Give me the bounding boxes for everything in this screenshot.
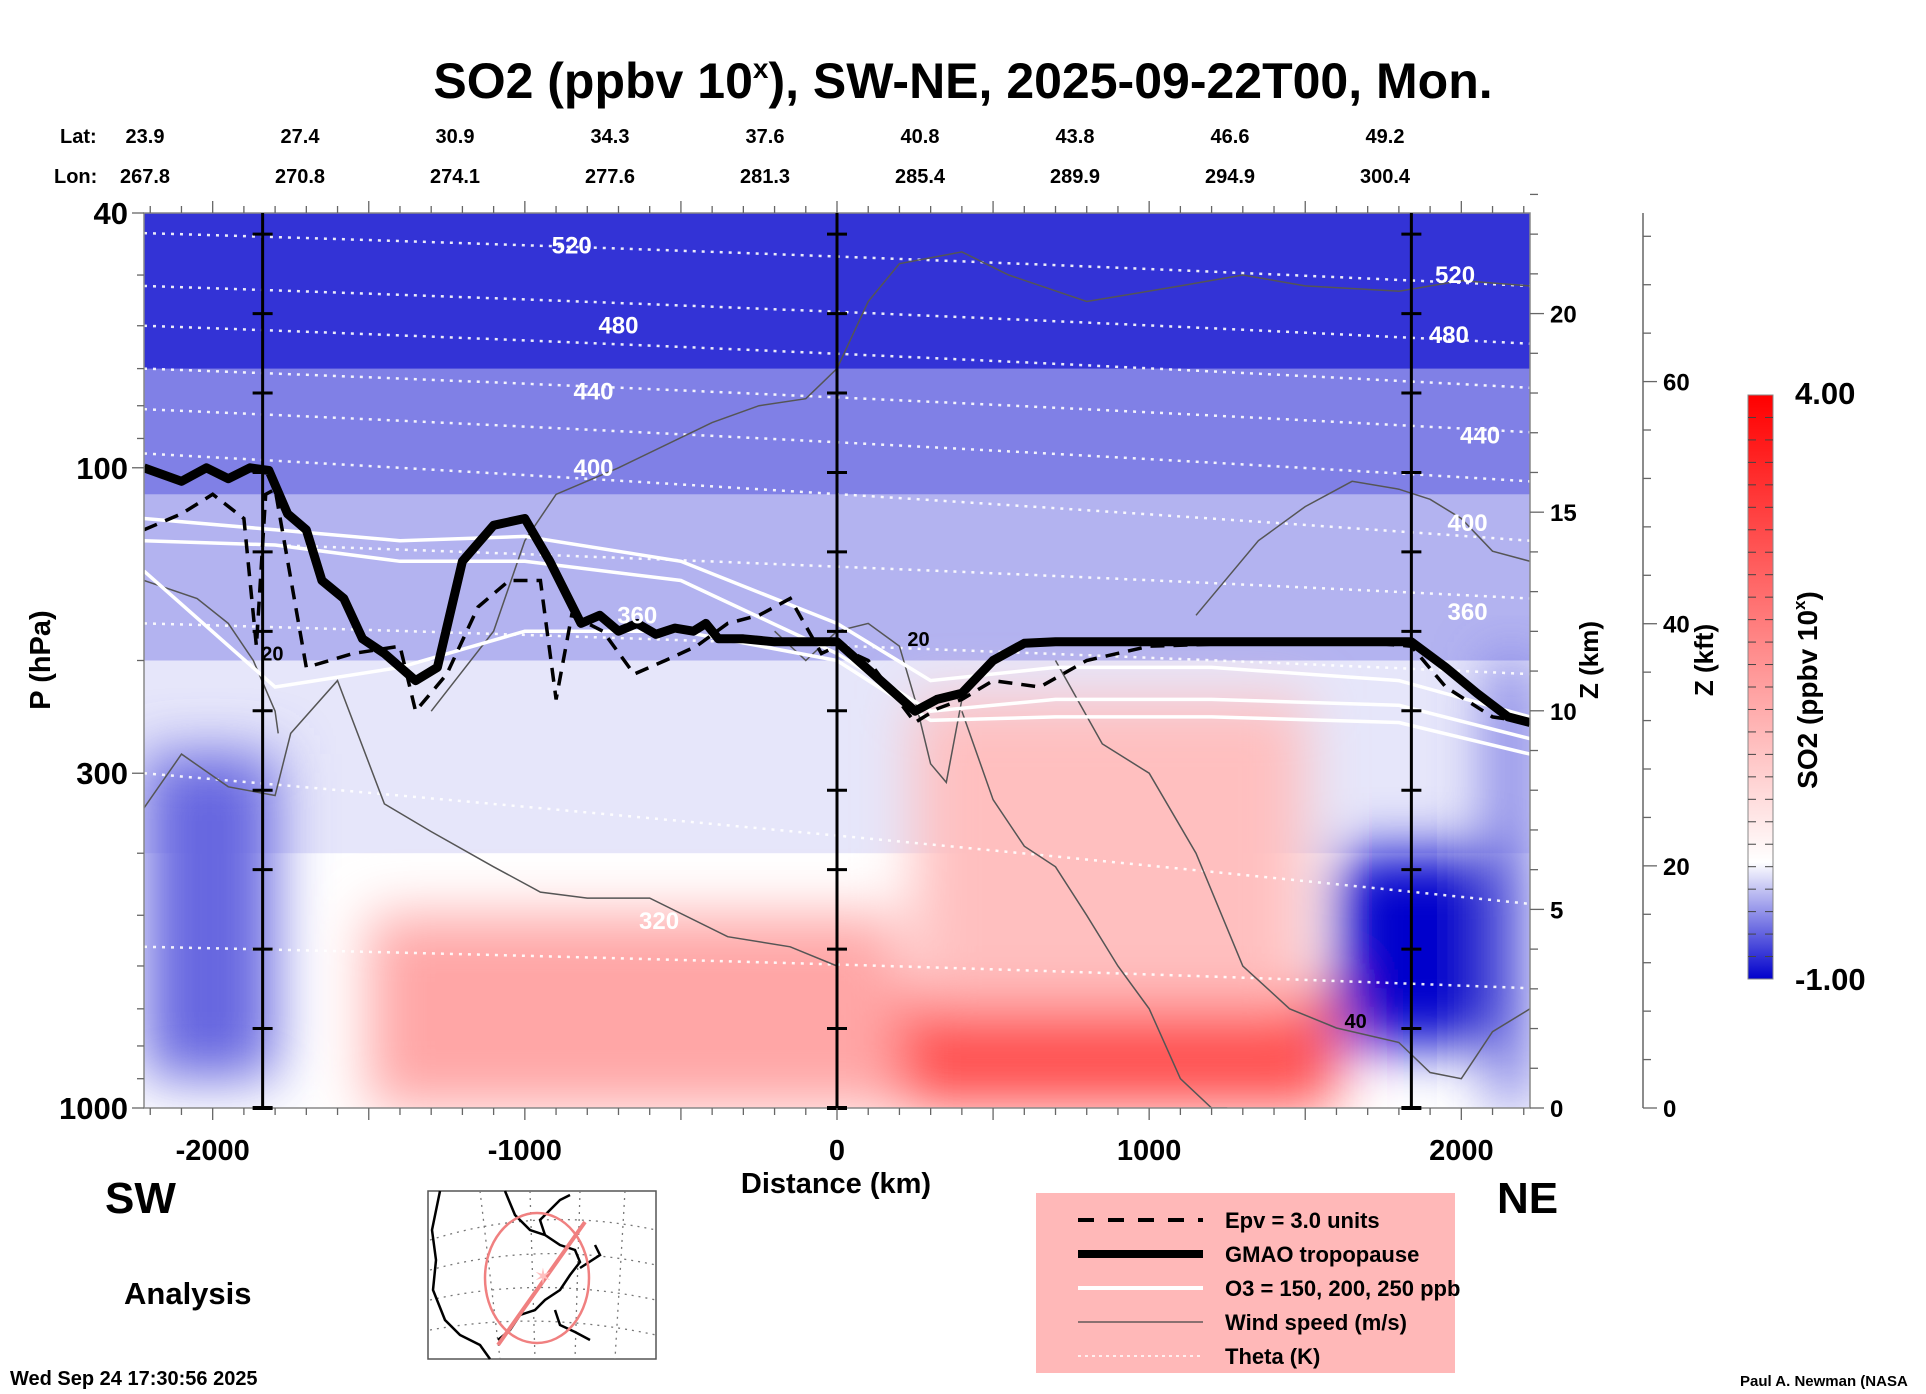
x-tick-label: -2000 <box>176 1135 250 1167</box>
wind-line <box>144 579 279 734</box>
legend-label: Wind speed (m/s) <box>1225 1310 1407 1335</box>
z-kft-axis-label: Z (kft) <box>1689 624 1719 696</box>
timestamp: Wed Sep 24 17:30:56 2025 <box>10 1368 258 1390</box>
x-tick-label: -1000 <box>488 1135 562 1167</box>
lon-value: 277.6 <box>585 166 635 188</box>
legend-label: Theta (K) <box>1225 1344 1320 1369</box>
theta-label: 480 <box>598 313 638 340</box>
theta-label: 320 <box>639 908 679 935</box>
theta-label: 520 <box>552 233 592 260</box>
wind-line <box>430 251 1530 712</box>
y-tick-label: 100 <box>76 451 128 486</box>
km-tick-label: 15 <box>1550 500 1577 527</box>
legend: Epv = 3.0 units GMAO tropopause O3 = 150, … <box>1036 1193 1460 1373</box>
lat-value: 49.2 <box>1366 126 1405 148</box>
inset-map: ✶ <box>427 1190 657 1360</box>
theta-label: 400 <box>573 455 613 482</box>
legend-label: O3 = 150, 200, 250 ppb <box>1225 1276 1460 1301</box>
lat-value: 40.8 <box>901 126 940 148</box>
wind-line <box>1054 660 1530 1080</box>
wind-label: 20 <box>261 644 283 666</box>
lat-value: 46.6 <box>1211 126 1250 148</box>
lon-value: 270.8 <box>275 166 325 188</box>
km-tick-label: 5 <box>1550 897 1563 924</box>
theta-label: 400 <box>1448 510 1488 537</box>
kft-tick-label: 0 <box>1663 1096 1676 1123</box>
wind-line <box>774 622 963 785</box>
lat-value: 43.8 <box>1056 126 1095 148</box>
colorbar-max-label: 4.00 <box>1795 376 1855 411</box>
tropopause-line <box>144 463 1530 727</box>
map-range-circle <box>483 1211 591 1345</box>
lon-label: Lon: <box>54 166 97 188</box>
theta-label: 440 <box>573 378 613 405</box>
lat-value: 37.6 <box>746 126 785 148</box>
y-tick-label: 40 <box>94 196 128 231</box>
axes: -2000 -1000 0 1000 2000 40 100 300 1000 0 5 10 15 20 0… <box>59 193 1690 1167</box>
wind-line <box>144 679 838 967</box>
y-tick-label: 300 <box>76 756 128 791</box>
analysis-label: Analysis <box>124 1276 252 1311</box>
lon-value: 289.9 <box>1050 166 1100 188</box>
direction-sw: SW <box>105 1174 176 1223</box>
kft-tick-label: 20 <box>1663 854 1690 881</box>
kft-tick-label: 60 <box>1663 370 1690 397</box>
field-patch <box>144 754 276 1079</box>
x-axis-label: Distance (km) <box>741 1168 931 1200</box>
theta-label: 360 <box>617 602 657 629</box>
field-patch <box>915 699 1306 1009</box>
theta-label: 360 <box>1448 599 1488 626</box>
lat-lon-header: Lat: Lon: 23.9 267.8 27.4 270.8 30.9 274.1 34.3 2… <box>54 126 1411 188</box>
theta-label: 520 <box>1435 262 1475 289</box>
lat-value: 27.4 <box>281 126 321 148</box>
lon-value: 274.1 <box>430 166 480 188</box>
theta-label: 440 <box>1460 422 1500 449</box>
direction-ne: NE <box>1497 1174 1558 1223</box>
colorbar-ticks <box>1748 416 1773 958</box>
x-tick-label: 2000 <box>1429 1135 1494 1167</box>
field-patch <box>368 915 900 1108</box>
km-tick-label: 20 <box>1550 302 1577 329</box>
chart-title: SO2 (ppbv 10x), SW-NE, 2025-09-22T00, Mo… <box>433 53 1492 109</box>
colorbar-label: SO2 (ppbv 10x) <box>1790 591 1823 789</box>
x-tick-label: 1000 <box>1117 1135 1182 1167</box>
theta-labels: 520 480 440 400 360 320 520 480 440 400 360 <box>552 233 1500 935</box>
y-axis-label: P (hPa) <box>25 610 57 709</box>
km-tick-label: 10 <box>1550 699 1577 726</box>
credit: Paul A. Newman (NASA <box>1740 1373 1908 1390</box>
lon-value: 294.9 <box>1205 166 1255 188</box>
lat-value: 23.9 <box>126 126 165 148</box>
lat-value: 30.9 <box>436 126 475 148</box>
wind-line <box>1195 480 1530 616</box>
theta-label: 480 <box>1429 322 1469 349</box>
field-patch <box>1492 660 1530 1108</box>
epv-line <box>144 486 1530 725</box>
y-tick-label: 1000 <box>59 1091 128 1126</box>
lon-value: 267.8 <box>120 166 170 188</box>
km-tick-label: 0 <box>1550 1096 1563 1123</box>
legend-label: Epv = 3.0 units <box>1225 1208 1380 1233</box>
z-km-axis-label: Z (km) <box>1574 621 1604 699</box>
kft-tick-label: 40 <box>1663 612 1690 639</box>
x-tick-label: 0 <box>829 1135 845 1167</box>
colorbar-min-label: -1.00 <box>1795 962 1866 997</box>
lat-label: Lat: <box>60 126 97 148</box>
wind-label: 40 <box>1344 1011 1366 1033</box>
wind-label: 20 <box>907 629 929 651</box>
colorbar: 4.00 -1.00 SO2 (ppbv 10x) <box>1747 376 1866 997</box>
wind-line <box>961 710 1228 1108</box>
wind-contours: 20 20 40 <box>144 251 1530 1108</box>
lon-value: 300.4 <box>1360 166 1411 188</box>
lon-value: 285.4 <box>895 166 946 188</box>
map-center-star: ✶ <box>534 1264 552 1289</box>
map-coastline <box>430 1190 602 1360</box>
so2-field-patches <box>144 660 1530 1108</box>
map-track <box>496 1220 587 1347</box>
lat-value: 34.3 <box>591 126 630 148</box>
lon-value: 281.3 <box>740 166 790 188</box>
legend-label: GMAO tropopause <box>1225 1242 1419 1267</box>
